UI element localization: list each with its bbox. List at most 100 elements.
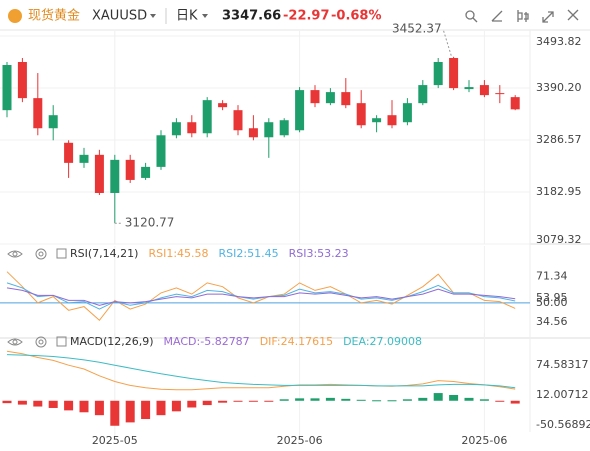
dropdown-arrow[interactable] xyxy=(202,14,208,18)
zoom-icon[interactable] xyxy=(472,17,478,23)
y-tick-label: 53.95 xyxy=(536,291,568,304)
period[interactable]: 日K xyxy=(176,9,198,24)
candle-body xyxy=(510,97,520,110)
legend-label: RSI1:45.58 xyxy=(148,247,208,260)
y-tick-label: 50.00 xyxy=(536,296,568,309)
candle-body xyxy=(387,115,397,126)
histogram-bar xyxy=(187,400,197,408)
y-tick-label: -50.56892 xyxy=(536,418,590,431)
eye-icon[interactable] xyxy=(12,339,18,345)
candle-body xyxy=(310,90,320,104)
settings-icon[interactable] xyxy=(35,336,47,348)
y-tick-label: 3079.32 xyxy=(536,233,582,246)
indicator-title: RSI(7,14,21) xyxy=(70,247,138,260)
y-tick-label: 3493.82 xyxy=(536,35,582,48)
y-tick-label: 34.56 xyxy=(536,315,568,328)
change-pct: -0.68% xyxy=(331,9,382,24)
candle-body xyxy=(17,62,27,99)
histogram-bar xyxy=(48,400,58,408)
candle-body xyxy=(433,62,443,86)
histogram-bar xyxy=(171,400,181,412)
settings-icon[interactable] xyxy=(38,339,44,345)
low-annotation: 3120.77 xyxy=(125,216,175,230)
y-tick-label: 71.34 xyxy=(536,269,568,282)
candle-icon[interactable] xyxy=(517,10,529,22)
histogram-bar xyxy=(310,398,320,401)
histogram-bar xyxy=(110,400,120,426)
histogram-bar xyxy=(125,400,135,423)
y-tick-label: 12.00712 xyxy=(536,388,589,401)
histogram-bar xyxy=(433,393,443,401)
histogram-bar xyxy=(372,400,382,402)
zoom-icon[interactable] xyxy=(465,10,475,20)
close-icon[interactable] xyxy=(567,9,579,21)
candle-body xyxy=(479,85,489,96)
eye-icon[interactable] xyxy=(12,251,18,257)
candle-body xyxy=(341,92,351,106)
settings-icon[interactable] xyxy=(35,248,47,260)
eye-icon[interactable] xyxy=(7,250,23,258)
high-annotation: 3452.37 xyxy=(392,21,442,35)
candle-body xyxy=(202,100,212,134)
series-line xyxy=(6,271,516,322)
indicator-icon[interactable] xyxy=(56,336,67,347)
candle-body xyxy=(402,103,412,123)
candle-body xyxy=(141,166,151,178)
symbol-name[interactable]: 现货黄金 xyxy=(28,8,80,24)
legend-label: DEA:27.09008 xyxy=(343,335,422,348)
candle-body xyxy=(110,159,120,193)
histogram-bar xyxy=(202,400,212,406)
histogram-bar xyxy=(495,400,505,402)
candle-body xyxy=(449,57,459,89)
settings-icon[interactable] xyxy=(38,251,44,257)
candle-body xyxy=(495,93,505,95)
candle-body xyxy=(264,122,274,138)
candle-body xyxy=(48,115,58,129)
indicator-icon[interactable] xyxy=(56,248,67,259)
histogram-bar xyxy=(218,400,228,403)
candle-body xyxy=(171,122,181,136)
histogram-bar xyxy=(79,400,89,413)
candle-body xyxy=(187,122,197,134)
price: 3347.66 xyxy=(222,9,281,24)
candle-body xyxy=(125,159,135,180)
series-line xyxy=(6,350,516,391)
histogram-bar xyxy=(233,400,243,402)
histogram-bar xyxy=(449,394,459,401)
series-line xyxy=(6,282,516,310)
histogram-bar xyxy=(141,400,151,420)
symbol-code[interactable]: XAUUSD xyxy=(92,9,147,24)
legend-label: RSI3:53.23 xyxy=(289,247,349,260)
histogram-bar xyxy=(464,397,474,401)
indicator-icons xyxy=(7,248,67,348)
draw-icon[interactable] xyxy=(491,10,503,22)
histogram-bar xyxy=(33,400,43,407)
dropdown-arrow[interactable] xyxy=(150,14,156,18)
candle-body xyxy=(279,120,289,136)
y-tick-label: 3390.20 xyxy=(536,81,582,94)
histogram-bar xyxy=(341,398,351,401)
change: -22.97 xyxy=(283,9,330,24)
y-tick-label: 3182.95 xyxy=(536,185,582,198)
candle-body xyxy=(2,65,12,111)
candle-body xyxy=(233,110,243,131)
candle-body xyxy=(356,103,366,126)
legend-label: RSI2:51.45 xyxy=(219,247,279,260)
series-line xyxy=(6,354,516,389)
candle-body xyxy=(325,92,335,104)
histogram-bar xyxy=(64,400,74,411)
candle-body xyxy=(64,142,74,163)
histogram-bar xyxy=(2,400,12,404)
candle-body xyxy=(79,154,89,163)
histogram-bar xyxy=(94,400,104,416)
histogram-bar xyxy=(418,397,428,401)
histogram-bar xyxy=(279,399,289,401)
eye-icon[interactable] xyxy=(7,338,23,346)
annotation-leader xyxy=(443,30,453,57)
candle-body xyxy=(156,135,166,167)
histogram-bar xyxy=(356,399,366,401)
indicator-title: MACD(12,26,9) xyxy=(70,335,154,348)
candle-body xyxy=(218,103,228,108)
expand-icon[interactable] xyxy=(542,11,554,23)
